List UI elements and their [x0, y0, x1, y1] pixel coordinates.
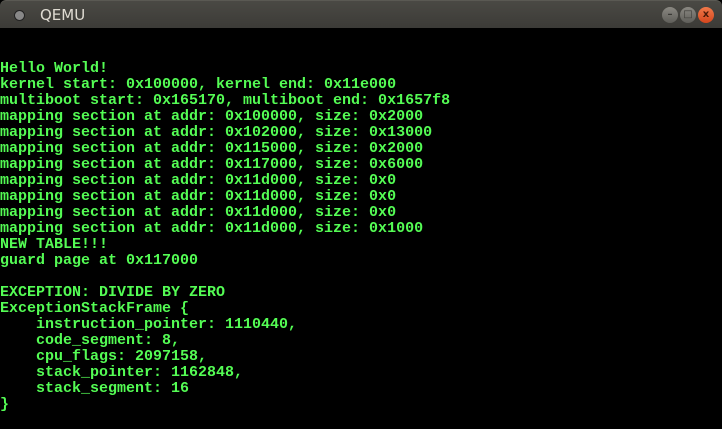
console-line: multiboot start: 0x165170, multiboot end… — [0, 92, 451, 109]
console-line: cpu_flags: 2097158, — [0, 348, 208, 365]
console-line: code_segment: 8, — [0, 332, 181, 349]
console-line: mapping section at addr: 0x102000, size:… — [0, 124, 433, 141]
console-line: mapping section at addr: 0x100000, size:… — [0, 108, 424, 125]
minimize-button[interactable]: – — [662, 7, 678, 23]
vga-text-console[interactable]: Hello World! kernel start: 0x100000, kern… — [0, 28, 722, 429]
console-line: mapping section at addr: 0x115000, size:… — [0, 140, 424, 157]
console-line: Hello World! — [0, 60, 109, 77]
console-line: instruction_pointer: 1110440, — [0, 316, 298, 333]
console-line: mapping section at addr: 0x11d000, size:… — [0, 220, 424, 237]
console-line: mapping section at addr: 0x117000, size:… — [0, 156, 424, 173]
maximize-button[interactable]: □ — [680, 7, 696, 23]
console-line: mapping section at addr: 0x11d000, size:… — [0, 204, 397, 221]
console-line: NEW TABLE!!! — [0, 236, 109, 253]
console-line — [0, 268, 722, 284]
console-line: stack_segment: 16 — [0, 380, 190, 397]
console-line — [0, 44, 722, 60]
console-line: guard page at 0x117000 — [0, 252, 199, 269]
console-line: stack_pointer: 1162848, — [0, 364, 244, 381]
console-line: mapping section at addr: 0x11d000, size:… — [0, 172, 397, 189]
console-line: kernel start: 0x100000, kernel end: 0x11… — [0, 76, 397, 93]
console-line: ExceptionStackFrame { — [0, 300, 190, 317]
window-title: QEMU — [40, 6, 86, 24]
console-line: mapping section at addr: 0x11d000, size:… — [0, 188, 397, 205]
title-bar[interactable]: QEMU – □ x — [0, 0, 722, 28]
qemu-app-icon — [14, 10, 25, 21]
close-button[interactable]: x — [698, 7, 714, 23]
console-line: } — [0, 396, 10, 413]
console-line — [0, 28, 722, 44]
console-line: EXCEPTION: DIVIDE BY ZERO — [0, 284, 226, 301]
